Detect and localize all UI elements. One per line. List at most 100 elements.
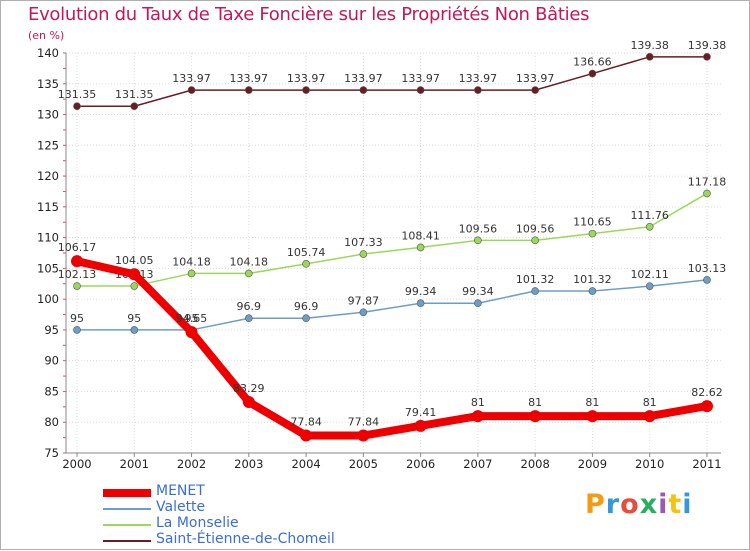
data-point-saint-etienne-de-chomeil — [531, 86, 539, 94]
data-point-la-monselie — [531, 236, 539, 245]
data-point-menet — [300, 429, 313, 442]
data-point-la-monselie — [359, 250, 368, 258]
logo-letter: P — [585, 489, 606, 520]
data-point-saint-etienne-de-chomeil — [588, 69, 597, 78]
data-point-menet — [357, 429, 370, 442]
legend-label-menet: MENET — [156, 483, 205, 499]
logo-letter: r — [605, 489, 621, 520]
data-point-menet — [700, 400, 713, 413]
data-point-menet — [643, 410, 656, 423]
data-point-valette — [703, 276, 711, 284]
data-label-menet: 81 — [643, 396, 657, 409]
data-point-menet — [471, 410, 484, 423]
data-label-valette: 99.34 — [405, 285, 437, 298]
data-label-saint-etienne-de-chomeil: 133.97 — [516, 72, 555, 85]
data-label-la-monselie: 107.33 — [344, 236, 383, 249]
data-point-menet — [128, 268, 141, 281]
data-point-menet — [242, 395, 255, 408]
data-point-valette — [416, 299, 425, 308]
data-point-saint-etienne-de-chomeil — [359, 86, 368, 94]
data-label-la-monselie: 111.76 — [630, 209, 669, 222]
data-point-menet — [185, 326, 198, 339]
data-label-valette: 101.32 — [516, 273, 555, 286]
x-tick-label: 2003 — [234, 457, 263, 471]
legend-swatch-la-monselie — [103, 524, 151, 526]
data-label-la-monselie: 108.41 — [401, 229, 440, 242]
data-label-la-monselie: 117.18 — [688, 175, 727, 188]
data-label-valette: 103.13 — [688, 262, 727, 275]
data-label-menet: 77.84 — [290, 416, 322, 429]
data-point-saint-etienne-de-chomeil — [302, 86, 310, 94]
data-point-saint-etienne-de-chomeil — [130, 102, 139, 111]
data-point-la-monselie — [645, 222, 654, 231]
x-tick-label: 2008 — [521, 457, 550, 471]
data-point-la-monselie — [187, 269, 196, 278]
x-tick-label: 2001 — [120, 457, 149, 471]
data-point-saint-etienne-de-chomeil — [73, 102, 81, 111]
y-tick-label: 125 — [37, 138, 59, 152]
data-label-valette: 101.32 — [573, 273, 612, 286]
data-label-la-monselie: 102.13 — [58, 268, 97, 281]
data-point-saint-etienne-de-chomeil — [703, 53, 711, 61]
data-point-valette — [645, 282, 654, 290]
data-point-la-monselie — [130, 282, 139, 290]
x-tick-label: 2000 — [62, 457, 91, 471]
data-label-menet: 81 — [528, 396, 542, 409]
data-label-saint-etienne-de-chomeil: 133.97 — [230, 72, 269, 85]
data-label-valette: 95 — [70, 312, 84, 325]
data-point-valette — [302, 314, 310, 323]
data-point-valette — [130, 326, 139, 334]
series-line-la-monselie — [76, 192, 708, 287]
y-tick-label: 120 — [37, 169, 59, 183]
data-label-la-monselie: 110.65 — [573, 216, 612, 229]
y-tick-label: 105 — [37, 261, 59, 275]
y-tick-label: 110 — [37, 231, 59, 245]
y-tick-label: 80 — [44, 415, 59, 429]
data-label-valette: 97.87 — [348, 294, 380, 307]
data-label-la-monselie: 109.56 — [459, 222, 498, 235]
y-tick-label: 95 — [44, 323, 59, 337]
legend-swatch-menet — [103, 489, 151, 497]
data-label-saint-etienne-de-chomeil: 133.97 — [344, 72, 383, 85]
data-label-saint-etienne-de-chomeil: 136.66 — [573, 56, 612, 69]
y-tick-label: 90 — [44, 354, 59, 368]
legend-label-valette: Valette — [156, 499, 206, 515]
y-tick-label: 85 — [44, 384, 59, 398]
x-tick-label: 2009 — [578, 457, 607, 471]
x-tick-label: 2006 — [406, 457, 435, 471]
data-label-menet: 94.65 — [176, 312, 208, 325]
logo-letter: t — [668, 489, 683, 520]
data-label-saint-etienne-de-chomeil: 133.97 — [401, 72, 440, 85]
proxiti-logo: Proxiti — [585, 489, 693, 520]
data-label-menet: 79.41 — [405, 406, 437, 419]
data-point-la-monselie — [302, 260, 310, 268]
y-tick-label: 100 — [37, 292, 59, 306]
y-tick-label: 135 — [37, 77, 59, 91]
data-point-la-monselie — [73, 282, 81, 290]
data-point-la-monselie — [474, 236, 482, 245]
data-label-la-monselie: 109.56 — [516, 222, 555, 235]
x-tick-label: 2011 — [692, 457, 721, 471]
series-line-saint-etienne-de-chomeil — [76, 56, 708, 107]
logo-letter: i — [658, 489, 669, 520]
data-point-la-monselie — [245, 269, 253, 278]
data-label-la-monselie: 104.18 — [230, 255, 269, 268]
data-point-valette — [531, 287, 539, 295]
data-label-valette: 102.11 — [630, 268, 669, 281]
data-label-saint-etienne-de-chomeil: 139.38 — [688, 39, 727, 52]
data-label-menet: 104.05 — [115, 254, 154, 267]
data-point-saint-etienne-de-chomeil — [474, 86, 482, 94]
data-label-menet: 77.84 — [348, 416, 380, 429]
data-label-saint-etienne-de-chomeil: 133.97 — [172, 72, 211, 85]
data-label-valette: 96.9 — [237, 300, 262, 313]
chart-title: Evolution du Taux de Taxe Foncière sur l… — [28, 4, 590, 25]
x-tick-label: 2010 — [635, 457, 664, 471]
x-tick-label: 2002 — [177, 457, 206, 471]
legend-label-saint-etienne: Saint-Étienne-de-Chomeil — [156, 531, 335, 547]
logo-letter: i — [682, 489, 693, 520]
data-point-menet — [71, 255, 83, 268]
data-label-saint-etienne-de-chomeil: 131.35 — [58, 88, 97, 101]
data-point-saint-etienne-de-chomeil — [416, 86, 425, 94]
y-tick-label: 115 — [37, 200, 59, 214]
